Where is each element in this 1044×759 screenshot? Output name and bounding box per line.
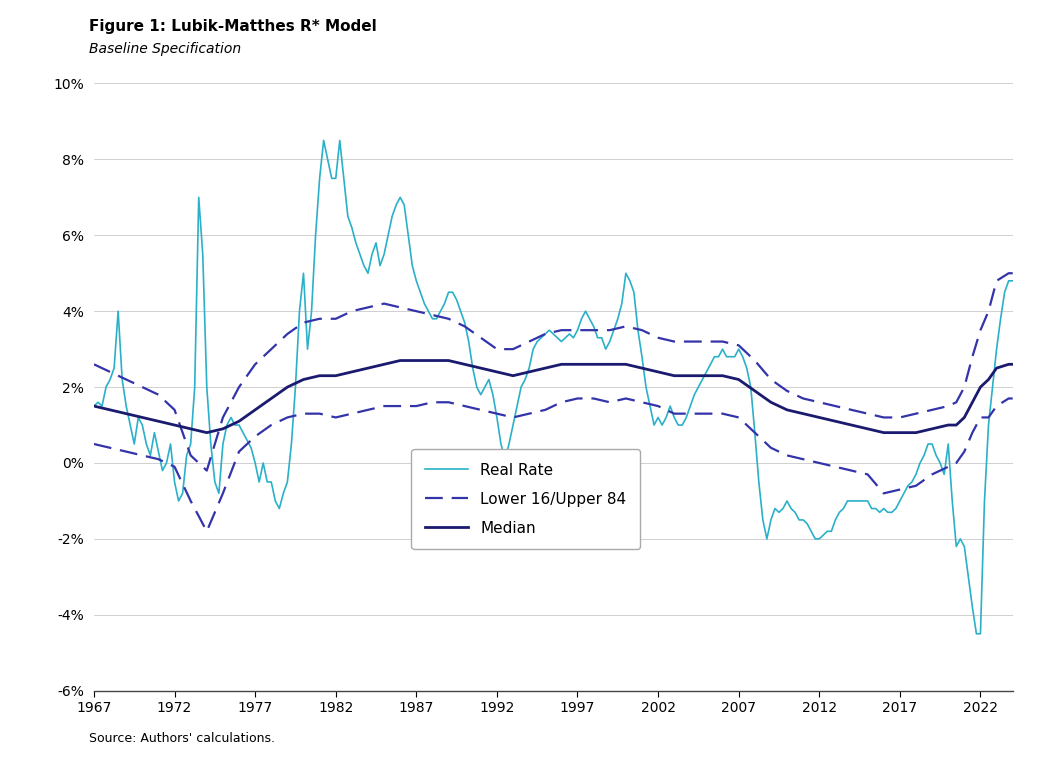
Real Rate [640,383,652,392]
Median [200,428,213,437]
Real Rate [88,402,100,411]
Real Rate [644,402,657,411]
Lower 16/Upper 84 [914,408,926,417]
Text: Baseline Specification: Baseline Specification [89,42,241,55]
Median [326,371,338,380]
Lower 16/Upper 84 [640,328,652,337]
Lower 16/Upper 84 [200,466,213,475]
Lower 16/Upper 84 [88,360,100,369]
Line: Lower 16/Upper 84: Lower 16/Upper 84 [94,273,1013,471]
Real Rate [1006,276,1019,285]
Line: Real Rate: Real Rate [94,140,1013,634]
Lower 16/Upper 84 [1006,269,1019,278]
Lower 16/Upper 84 [326,314,338,323]
Real Rate [970,629,982,638]
Legend: Real Rate, Lower 16/Upper 84, Median: Real Rate, Lower 16/Upper 84, Median [411,449,640,550]
Line: Median: Median [94,361,1013,433]
Median [394,356,406,365]
Real Rate [914,458,926,468]
Median [647,367,660,376]
Real Rate [317,136,330,145]
Median [644,365,657,374]
Lower 16/Upper 84 [644,329,657,339]
Median [918,427,930,436]
Median [543,363,555,372]
Lower 16/Upper 84 [237,377,250,386]
Lower 16/Upper 84 [539,329,551,339]
Text: Figure 1: Lubik-Matthes R* Model: Figure 1: Lubik-Matthes R* Model [89,19,377,34]
Real Rate [233,420,245,430]
Real Rate [539,329,551,339]
Lower 16/Upper 84 [1002,269,1015,278]
Real Rate [326,174,338,183]
Median [237,414,250,423]
Median [1006,360,1019,369]
Text: Source: Authors' calculations.: Source: Authors' calculations. [89,732,275,745]
Median [88,402,100,411]
